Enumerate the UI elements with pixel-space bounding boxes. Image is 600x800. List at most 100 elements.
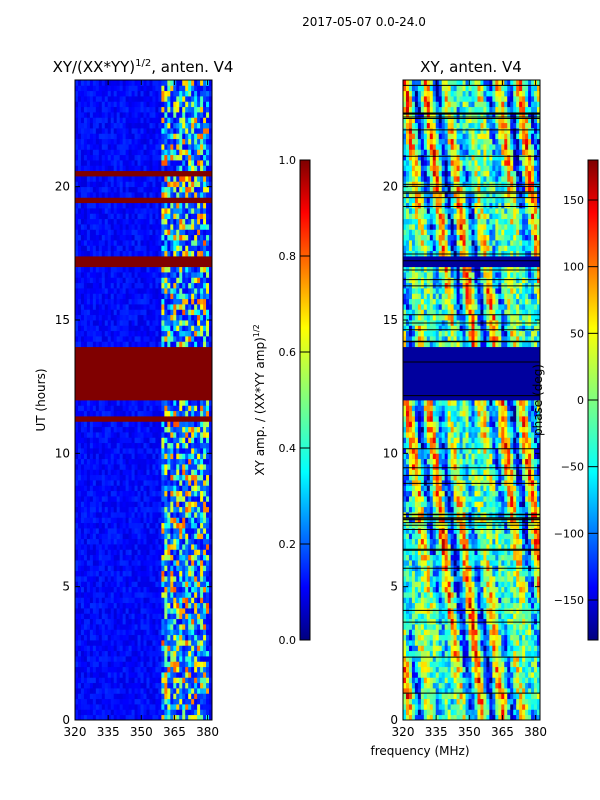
amp-heat-cell [164,709,168,716]
amp-heat-cell [134,384,138,390]
amp-heat-cell [197,634,201,641]
amp-heat-cell [173,512,177,518]
amp-heat-cell [143,272,147,278]
amp-heat-cell [119,394,124,401]
amp-heat-cell [167,506,171,513]
amp-heat-cell [131,149,135,156]
amp-heat-cell [185,608,189,614]
amp-heat-cell [206,490,210,497]
amp-heat-cell [80,501,85,508]
amp-heat-cell [200,304,204,310]
amp-heat-cell [77,234,82,241]
amp-heat-cell [131,272,135,278]
amp-heat-cell [209,469,213,476]
amp-heat-cell [134,224,138,230]
amp-heat-cell [137,496,141,502]
amp-heat-cell [200,602,204,609]
amp-heat-cell [80,432,85,438]
amp-heat-cell [185,394,189,401]
amp-heat-cell [101,464,106,470]
amp-heat-cell [155,698,159,705]
amp-heat-cell [164,250,168,257]
amp-heat-cell [158,693,162,700]
amp-heat-cell [98,336,103,342]
amp-heat-cell [140,592,144,598]
amp-heat-cell [80,197,85,204]
amp-heat-cell [158,394,162,401]
amp-heat-cell [131,602,135,609]
amp-heat-cell [89,266,94,273]
amp-heat-cell [131,666,135,673]
amp-heat-cell [179,277,183,284]
amp-heat-cell [83,560,88,566]
amp-heat-cell [116,682,121,689]
amp-heat-cell [89,437,94,444]
amp-heat-cell [167,293,171,300]
amp-heat-cell [107,426,112,433]
amp-heat-cell [101,186,106,193]
amp-heat-cell [140,650,144,657]
amp-heat-cell [113,325,118,332]
amp-heat-cell [173,309,177,316]
amp-heat-cell [194,213,198,220]
amp-heat-cell [83,528,88,534]
amp-heat-cell [116,389,121,396]
amp-heat-cell [203,693,207,700]
amp-heat-cell [155,544,159,550]
amp-heat-cell [125,234,130,241]
amp-heat-cell [128,570,132,577]
amp-heat-cell [203,240,207,246]
amp-heat-cell [131,501,135,508]
amp-heat-cell [164,346,168,353]
amp-heat-cell [116,320,121,326]
amp-heat-cell [110,389,115,396]
amp-heat-cell [143,394,147,401]
amp-heat-cell [89,224,94,230]
amp-heat-cell [119,629,124,636]
amp-heat-cell [83,426,88,433]
amp-heat-cell [92,314,97,321]
amp-heat-cell [110,357,115,364]
amp-heat-cell [137,432,141,438]
amp-heat-cell [116,666,121,673]
amp-heat-cell [89,245,94,252]
amp-heat-cell [176,597,180,604]
amp-heat-cell [134,650,138,657]
amp-heat-cell [164,229,168,236]
amp-heat-cell [80,160,85,166]
amp-heat-cell [116,565,121,572]
amp-heat-cell [188,165,192,172]
amp-heat-cell [152,405,156,412]
amp-heat-cell [77,629,82,636]
amp-heat-cell [170,325,174,332]
amp-heat-cell [191,250,195,257]
amp-heat-cell [95,672,100,678]
amp-heat-cell [110,677,115,684]
amp-heat-cell [77,581,82,588]
amp-heat-cell [137,666,141,673]
amp-heat-cell [89,416,94,422]
amp-heat-cell [98,645,103,652]
amp-heat-cell [113,272,118,278]
amp-heat-cell [119,560,124,566]
amp-heat-cell [158,234,162,241]
amp-heat-cell [188,597,192,604]
amp-heat-cell [161,704,165,710]
amp-heat-cell [167,213,171,220]
amp-heat-cell [89,501,94,508]
amp-heat-cell [203,666,207,673]
amp-heat-cell [164,357,168,364]
amp-heat-cell [101,554,106,561]
amp-heat-cell [137,501,141,508]
amp-heat-cell [131,224,135,230]
amp-heat-cell [173,496,177,502]
amp-heat-cell [113,538,118,545]
amp-heat-cell [149,341,153,348]
amp-heat-cell [77,442,82,449]
amp-heat-cell [75,549,79,556]
amp-heat-cell [182,512,186,518]
amp-heat-cell [110,538,115,545]
amp-heat-cell [158,682,162,689]
amp-heat-cell [203,373,207,380]
amp-heat-cell [107,181,112,188]
